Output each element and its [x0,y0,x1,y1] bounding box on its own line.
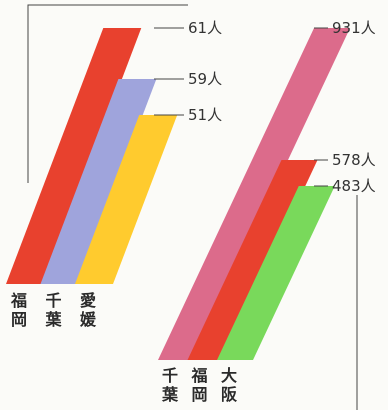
value-label: 51人 [188,106,222,124]
category-label: 愛 [80,291,96,310]
bar-left-1 [40,79,157,284]
bar-left-0 [6,28,142,284]
category-label: 岡 [11,310,27,329]
category-label: 葉 [161,385,179,404]
value-label: 61人 [188,19,222,37]
category-label: 阪 [221,385,238,404]
category-label: 大 [221,366,237,385]
category-label: 福 [190,366,207,385]
value-label: 59人 [188,70,222,88]
bracket-frame [27,4,188,183]
category-label: 千 [45,291,61,310]
category-label: 岡 [191,385,207,404]
category-label: 福 [10,291,27,310]
bar-right-1 [187,160,318,360]
value-label: 483人 [332,177,376,195]
bar-right-0 [158,28,351,360]
value-label: 578人 [332,151,376,169]
category-label: 千 [162,366,178,385]
bar-left-2 [75,115,178,284]
bar-right-2 [217,186,335,360]
value-label: 931人 [332,19,376,37]
category-label: 葉 [44,310,62,329]
category-label: 媛 [79,310,97,329]
